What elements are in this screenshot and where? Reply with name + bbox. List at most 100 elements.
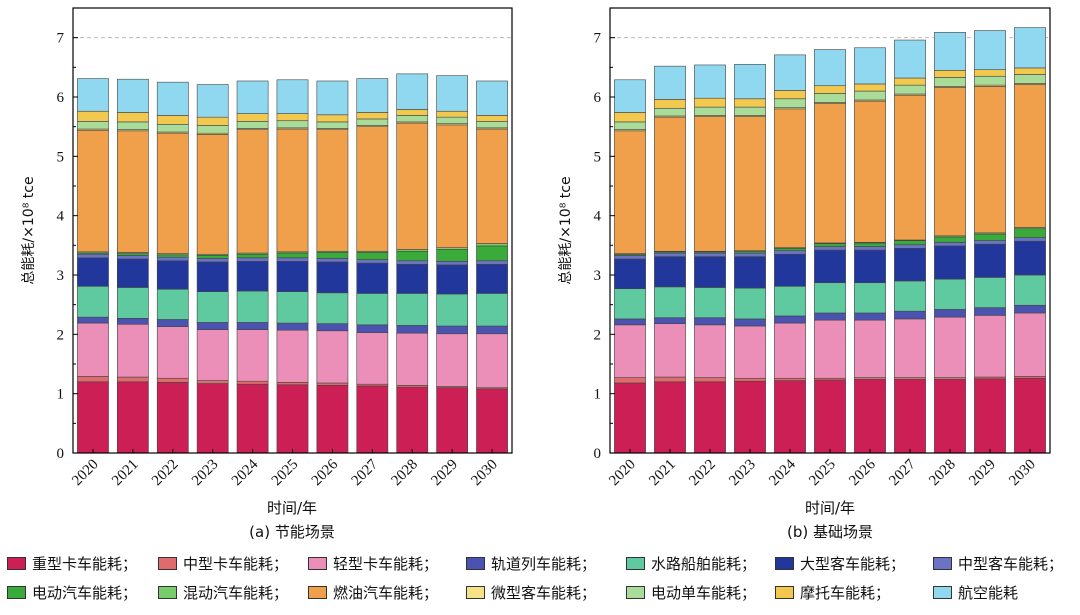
- bar-segment: [316, 252, 349, 259]
- bar-segment: [77, 253, 109, 259]
- legend-label: 混动汽车能耗；: [183, 583, 289, 602]
- bar-segment: [476, 388, 508, 454]
- bar-segment: [156, 288, 189, 320]
- bar-segment: [476, 80, 508, 116]
- bar-segment: [1014, 274, 1046, 306]
- bar-segment: [77, 316, 109, 324]
- x-tick-label: 2030: [1006, 457, 1039, 490]
- bar-segment: [77, 110, 109, 122]
- bar-segment: [614, 112, 646, 123]
- y-tick-label: 4: [594, 209, 602, 225]
- bar-segment: [276, 113, 309, 122]
- bar-segment: [854, 47, 886, 85]
- legend-swatch: [775, 556, 794, 570]
- bar-segment: [77, 381, 109, 454]
- x-tick-label: 2023: [726, 457, 759, 490]
- y-tick-label: 2: [594, 327, 602, 343]
- chart-panel-b: 2020 2021 2022 2023 2024 2025 2026 2027 2028 2029…: [558, 7, 1051, 541]
- y-tick-label: 4: [57, 209, 65, 225]
- legend-label: 燃油汽车能耗；: [333, 583, 439, 602]
- legend-swatch: [308, 585, 327, 599]
- bar-segment: [396, 109, 429, 116]
- bar-segment: [814, 103, 846, 244]
- bar-segment: [694, 64, 726, 99]
- y-tick-label: 2: [57, 327, 65, 343]
- bar-segment: [734, 256, 766, 289]
- bar-segment: [774, 380, 806, 454]
- bar-segment: [894, 77, 926, 86]
- bar-segment: [77, 285, 109, 318]
- legend-swatch: [626, 585, 645, 599]
- bar-segment: [734, 116, 766, 251]
- panel-caption: (b) 基础场景: [787, 523, 873, 541]
- bar-segment: [694, 252, 726, 257]
- x-tick-label: 2028: [389, 457, 422, 490]
- bar-segment: [974, 86, 1006, 234]
- bar-segment: [774, 377, 806, 381]
- x-tick-label: 2025: [269, 457, 302, 490]
- bar-segment: [436, 387, 469, 454]
- x-tick-label: 2029: [966, 457, 999, 490]
- bar-segment: [854, 100, 886, 243]
- legend-swatch: [626, 556, 645, 570]
- x-tick-label: 2028: [926, 457, 959, 490]
- legend-item: 电动汽车能耗；: [7, 581, 137, 603]
- bar-segment: [316, 292, 349, 324]
- bar-segment: [814, 246, 846, 251]
- bar-segment: [694, 287, 726, 319]
- legend-item: 大型客车能耗；: [775, 552, 905, 574]
- bar-segment: [356, 259, 389, 264]
- bar-segment: [734, 252, 766, 257]
- bar-segment: [276, 252, 309, 259]
- legend-swatch: [308, 556, 327, 570]
- bar-segment: [894, 280, 926, 312]
- bar-segment: [316, 382, 349, 386]
- bar-segment: [356, 252, 389, 260]
- bar-segment: [396, 332, 429, 386]
- bar-segment: [814, 49, 846, 87]
- bar-segment: [476, 325, 508, 335]
- bar-segment: [774, 108, 806, 249]
- bar-segment: [196, 291, 229, 323]
- legend-item: 重型卡车能耗；: [7, 552, 137, 574]
- bar-segment: [436, 124, 469, 249]
- bar-segment: [734, 377, 766, 382]
- bar-segment: [854, 249, 886, 284]
- bar-segment: [1014, 74, 1046, 84]
- bar-segment: [894, 39, 926, 79]
- legend-label: 电动汽车能耗；: [32, 583, 138, 602]
- x-tick-label: 2030: [468, 457, 501, 490]
- y-tick-label: 3: [57, 268, 65, 284]
- bar-segment: [654, 116, 686, 252]
- bar-segment: [774, 248, 806, 251]
- bar-segment: [276, 120, 309, 129]
- bar-segment: [654, 256, 686, 288]
- legend-item: 微型客车能耗；: [466, 581, 596, 603]
- bar-segment: [614, 318, 646, 326]
- bar-segment: [396, 264, 429, 294]
- bar-segment: [316, 80, 349, 116]
- legend-swatch: [158, 556, 177, 570]
- bar-segment: [654, 286, 686, 319]
- bar-segment: [934, 242, 966, 247]
- bar-segment: [694, 116, 726, 252]
- bar-segment: [814, 282, 846, 314]
- bar-segment: [356, 293, 389, 326]
- bar-segment: [196, 380, 229, 384]
- bar-segment: [934, 316, 966, 378]
- bar-segment: [156, 377, 189, 383]
- bar-segment: [356, 78, 389, 113]
- bar-segment: [316, 258, 349, 263]
- legend-swatch: [158, 585, 177, 599]
- bar-segment: [694, 377, 726, 383]
- bar-segment: [476, 260, 508, 265]
- bar-segment: [614, 255, 646, 260]
- y-axis-label: 总能耗/×10⁸ tce: [558, 176, 574, 284]
- bar-segment: [316, 261, 349, 294]
- legend-item: 摩托车能耗；: [775, 581, 890, 603]
- legend-item: 混动汽车能耗；: [158, 581, 288, 603]
- bar-segment: [396, 115, 429, 123]
- bar-segment: [236, 113, 269, 122]
- bar-segment: [654, 323, 686, 378]
- legend-item: 水路船舶能耗；: [626, 552, 756, 574]
